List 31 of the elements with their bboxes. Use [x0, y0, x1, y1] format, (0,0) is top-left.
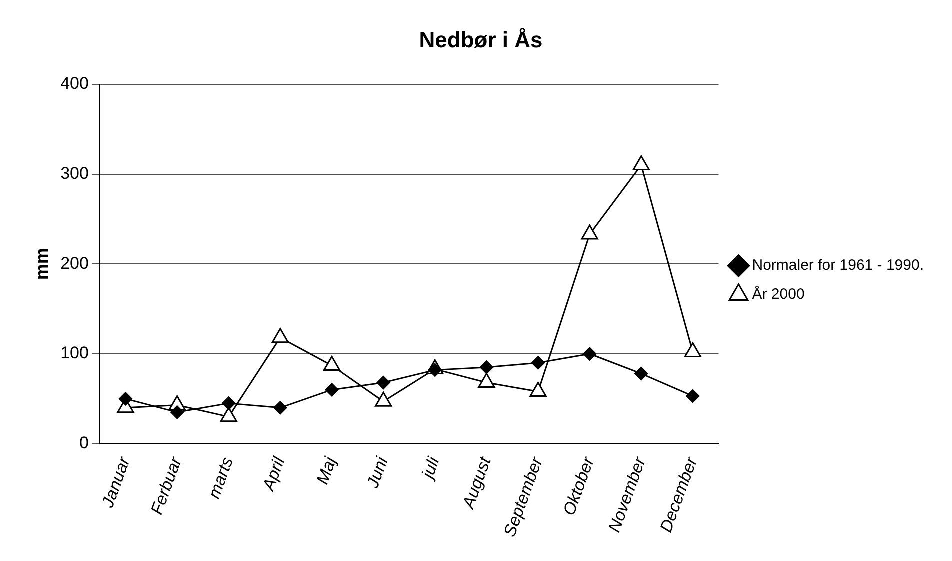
legend-label: Normaler for 1961 - 1990. — [752, 257, 924, 274]
x-tick-label: Maj — [313, 454, 341, 488]
y-tick-label: 300 — [60, 164, 89, 183]
x-tick-label: Januar — [98, 454, 134, 512]
point — [632, 156, 650, 171]
point — [170, 406, 184, 420]
point — [118, 392, 132, 406]
point — [274, 401, 288, 415]
x-tick-label: April — [258, 454, 290, 494]
point — [376, 376, 390, 390]
y-tick-label: 100 — [60, 344, 89, 363]
y-axis-title: mm — [32, 248, 52, 280]
y-tick-label: 400 — [60, 74, 89, 94]
legend-label: År 2000 — [752, 285, 805, 304]
x-tick-label: August — [458, 454, 496, 512]
y-tick-label: 200 — [60, 254, 89, 273]
point — [583, 347, 597, 361]
x-tick-label: juli — [418, 454, 444, 483]
chart-title: Nedbør i Ås — [419, 27, 543, 52]
y-tick-label: 0 — [79, 434, 89, 453]
x-tick-label: Juni — [362, 454, 392, 492]
point — [222, 396, 236, 410]
x-tick-label: marts — [204, 454, 238, 502]
point — [686, 390, 700, 403]
x-tick-label: Oktober — [560, 454, 598, 518]
point — [325, 383, 339, 397]
point — [480, 360, 494, 374]
point — [532, 356, 546, 370]
point — [581, 224, 598, 240]
point — [272, 328, 289, 344]
point — [634, 367, 648, 381]
